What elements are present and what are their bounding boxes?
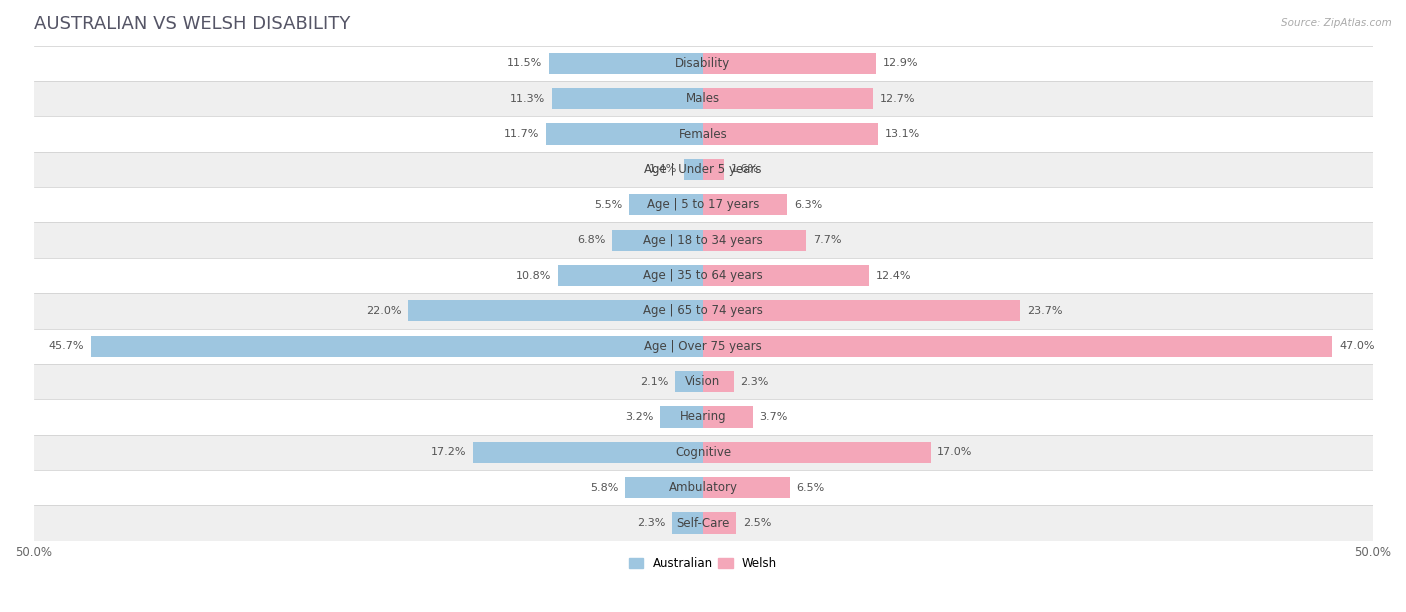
Bar bbox=[34, 187, 1372, 223]
Bar bbox=[34, 81, 1372, 116]
Text: 17.0%: 17.0% bbox=[938, 447, 973, 457]
Text: 2.3%: 2.3% bbox=[741, 376, 769, 387]
Bar bbox=[703, 406, 752, 428]
Text: Age | 65 to 74 years: Age | 65 to 74 years bbox=[643, 304, 763, 318]
Bar bbox=[703, 300, 1021, 321]
Text: Age | 5 to 17 years: Age | 5 to 17 years bbox=[647, 198, 759, 211]
Bar bbox=[703, 477, 790, 498]
Text: Age | Under 5 years: Age | Under 5 years bbox=[644, 163, 762, 176]
Bar bbox=[34, 223, 1372, 258]
Bar bbox=[685, 159, 703, 180]
Text: 1.6%: 1.6% bbox=[731, 165, 759, 174]
Bar bbox=[34, 293, 1372, 329]
Bar bbox=[34, 152, 1372, 187]
Bar bbox=[548, 53, 703, 74]
Legend: Australian, Welsh: Australian, Welsh bbox=[624, 552, 782, 575]
Text: Females: Females bbox=[679, 127, 727, 141]
Text: Age | 35 to 64 years: Age | 35 to 64 years bbox=[643, 269, 763, 282]
Text: Ambulatory: Ambulatory bbox=[668, 481, 738, 494]
Text: 45.7%: 45.7% bbox=[49, 341, 84, 351]
Text: Males: Males bbox=[686, 92, 720, 105]
Bar bbox=[34, 364, 1372, 399]
Text: Cognitive: Cognitive bbox=[675, 446, 731, 459]
Bar bbox=[661, 406, 703, 428]
Text: 13.1%: 13.1% bbox=[886, 129, 921, 139]
Bar bbox=[472, 442, 703, 463]
Text: Disability: Disability bbox=[675, 57, 731, 70]
Text: 6.8%: 6.8% bbox=[576, 235, 605, 245]
Bar bbox=[703, 230, 806, 251]
Text: 10.8%: 10.8% bbox=[516, 271, 551, 280]
Text: 17.2%: 17.2% bbox=[430, 447, 465, 457]
Text: 6.5%: 6.5% bbox=[797, 483, 825, 493]
Bar bbox=[703, 442, 931, 463]
Text: 1.4%: 1.4% bbox=[650, 165, 678, 174]
Bar bbox=[626, 477, 703, 498]
Text: 22.0%: 22.0% bbox=[366, 306, 402, 316]
Text: 12.9%: 12.9% bbox=[883, 58, 918, 69]
Text: 11.5%: 11.5% bbox=[508, 58, 543, 69]
Bar bbox=[34, 435, 1372, 470]
Bar bbox=[34, 258, 1372, 293]
Text: 7.7%: 7.7% bbox=[813, 235, 841, 245]
Text: 5.5%: 5.5% bbox=[595, 200, 623, 210]
Bar bbox=[91, 335, 703, 357]
Bar bbox=[34, 399, 1372, 435]
Bar bbox=[612, 230, 703, 251]
Bar bbox=[703, 194, 787, 215]
Bar bbox=[547, 124, 703, 144]
Text: 3.2%: 3.2% bbox=[626, 412, 654, 422]
Text: Vision: Vision bbox=[685, 375, 721, 388]
Text: 12.7%: 12.7% bbox=[880, 94, 915, 103]
Bar bbox=[703, 265, 869, 286]
Text: 12.4%: 12.4% bbox=[876, 271, 911, 280]
Text: 2.5%: 2.5% bbox=[744, 518, 772, 528]
Bar bbox=[34, 329, 1372, 364]
Text: Hearing: Hearing bbox=[679, 411, 727, 424]
Text: Source: ZipAtlas.com: Source: ZipAtlas.com bbox=[1281, 18, 1392, 28]
Text: Self-Care: Self-Care bbox=[676, 517, 730, 529]
Bar bbox=[675, 371, 703, 392]
Bar bbox=[34, 46, 1372, 81]
Bar bbox=[558, 265, 703, 286]
Bar bbox=[630, 194, 703, 215]
Text: 3.7%: 3.7% bbox=[759, 412, 787, 422]
Bar bbox=[34, 506, 1372, 541]
Bar bbox=[551, 88, 703, 110]
Bar bbox=[703, 512, 737, 534]
Bar bbox=[703, 371, 734, 392]
Text: 47.0%: 47.0% bbox=[1339, 341, 1375, 351]
Text: 5.8%: 5.8% bbox=[591, 483, 619, 493]
Text: 2.3%: 2.3% bbox=[637, 518, 665, 528]
Bar bbox=[703, 335, 1333, 357]
Text: 6.3%: 6.3% bbox=[794, 200, 823, 210]
Bar bbox=[703, 53, 876, 74]
Text: Age | Over 75 years: Age | Over 75 years bbox=[644, 340, 762, 353]
Text: 11.3%: 11.3% bbox=[510, 94, 546, 103]
Bar bbox=[34, 116, 1372, 152]
Bar bbox=[408, 300, 703, 321]
Text: Age | 18 to 34 years: Age | 18 to 34 years bbox=[643, 234, 763, 247]
Text: 11.7%: 11.7% bbox=[505, 129, 540, 139]
Bar bbox=[703, 88, 873, 110]
Text: 2.1%: 2.1% bbox=[640, 376, 668, 387]
Text: AUSTRALIAN VS WELSH DISABILITY: AUSTRALIAN VS WELSH DISABILITY bbox=[34, 15, 350, 33]
Bar bbox=[703, 124, 879, 144]
Bar bbox=[672, 512, 703, 534]
Text: 23.7%: 23.7% bbox=[1026, 306, 1063, 316]
Bar bbox=[703, 159, 724, 180]
Bar bbox=[34, 470, 1372, 506]
